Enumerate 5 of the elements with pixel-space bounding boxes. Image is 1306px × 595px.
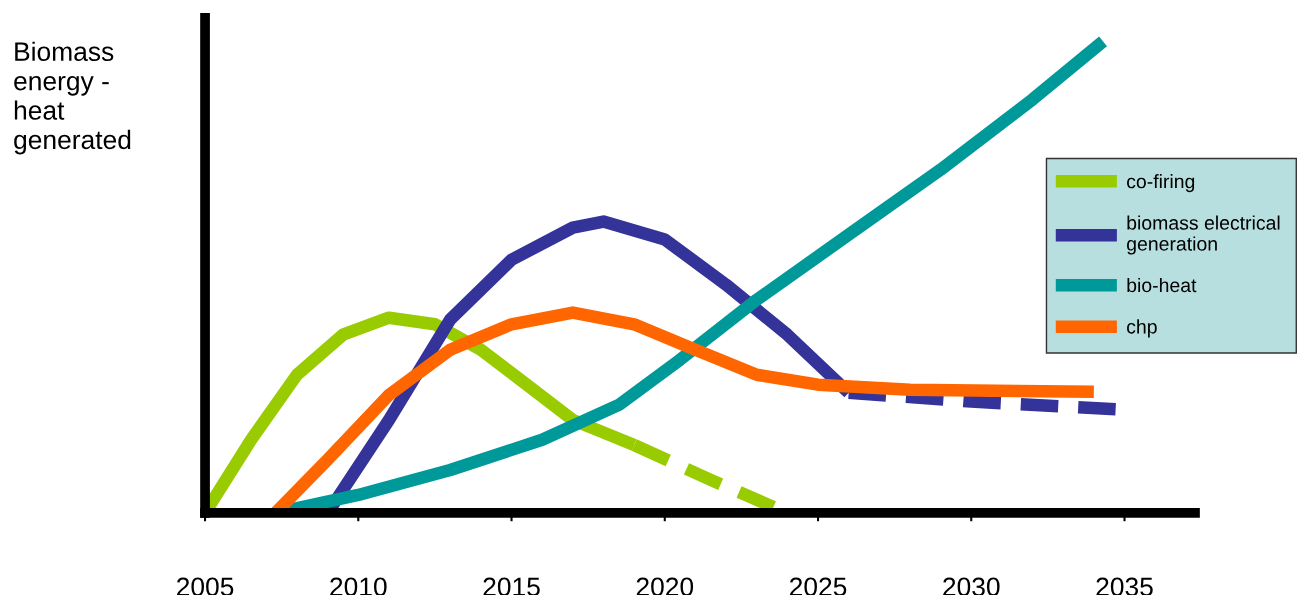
- legend-label: co-firing: [1127, 174, 1195, 193]
- legend-label: biomass electrical generation: [1127, 215, 1280, 255]
- y-axis-title: Biomass energy - heat generated: [14, 41, 131, 155]
- legend-label: bio-heat: [1127, 277, 1197, 293]
- legend-label: chp: [1127, 319, 1157, 338]
